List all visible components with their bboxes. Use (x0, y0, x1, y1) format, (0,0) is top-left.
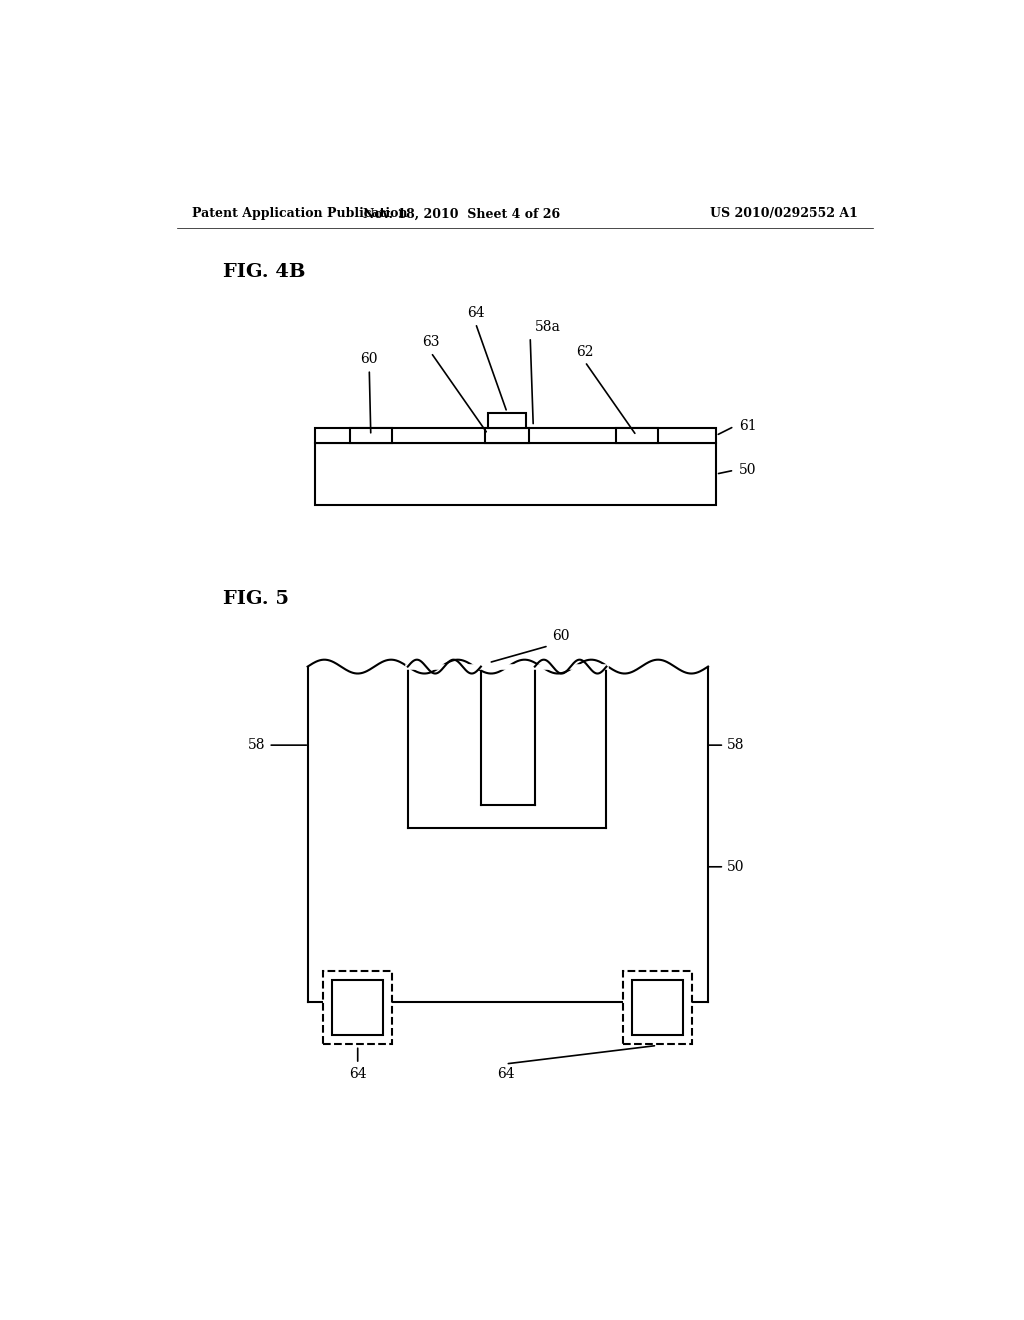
Text: Patent Application Publication: Patent Application Publication (193, 207, 408, 220)
Text: 64: 64 (497, 1067, 514, 1081)
Bar (623, 970, 692, 1044)
Text: US 2010/0292552 A1: US 2010/0292552 A1 (710, 207, 857, 220)
Text: 50: 50 (727, 859, 744, 874)
Text: 64: 64 (349, 1067, 367, 1081)
Text: 60: 60 (360, 352, 378, 367)
Text: 58: 58 (248, 738, 265, 752)
Text: 58: 58 (727, 738, 744, 752)
Text: 62: 62 (577, 345, 594, 359)
Bar (315, 428, 716, 444)
Text: 61: 61 (739, 420, 757, 433)
Text: 60: 60 (553, 630, 570, 644)
Text: 50: 50 (739, 463, 757, 478)
Bar (487, 413, 526, 428)
Bar (632, 979, 683, 1035)
Text: 63: 63 (422, 335, 439, 350)
Bar (315, 444, 716, 506)
Text: FIG. 4B: FIG. 4B (223, 264, 305, 281)
Text: 58a: 58a (535, 319, 561, 334)
Bar (615, 428, 658, 444)
Bar (350, 428, 392, 444)
Bar (323, 970, 392, 1044)
Text: FIG. 5: FIG. 5 (223, 590, 289, 607)
Text: Nov. 18, 2010  Sheet 4 of 26: Nov. 18, 2010 Sheet 4 of 26 (364, 207, 560, 220)
Bar (333, 979, 383, 1035)
Bar (484, 428, 529, 444)
Text: 64: 64 (467, 306, 484, 321)
